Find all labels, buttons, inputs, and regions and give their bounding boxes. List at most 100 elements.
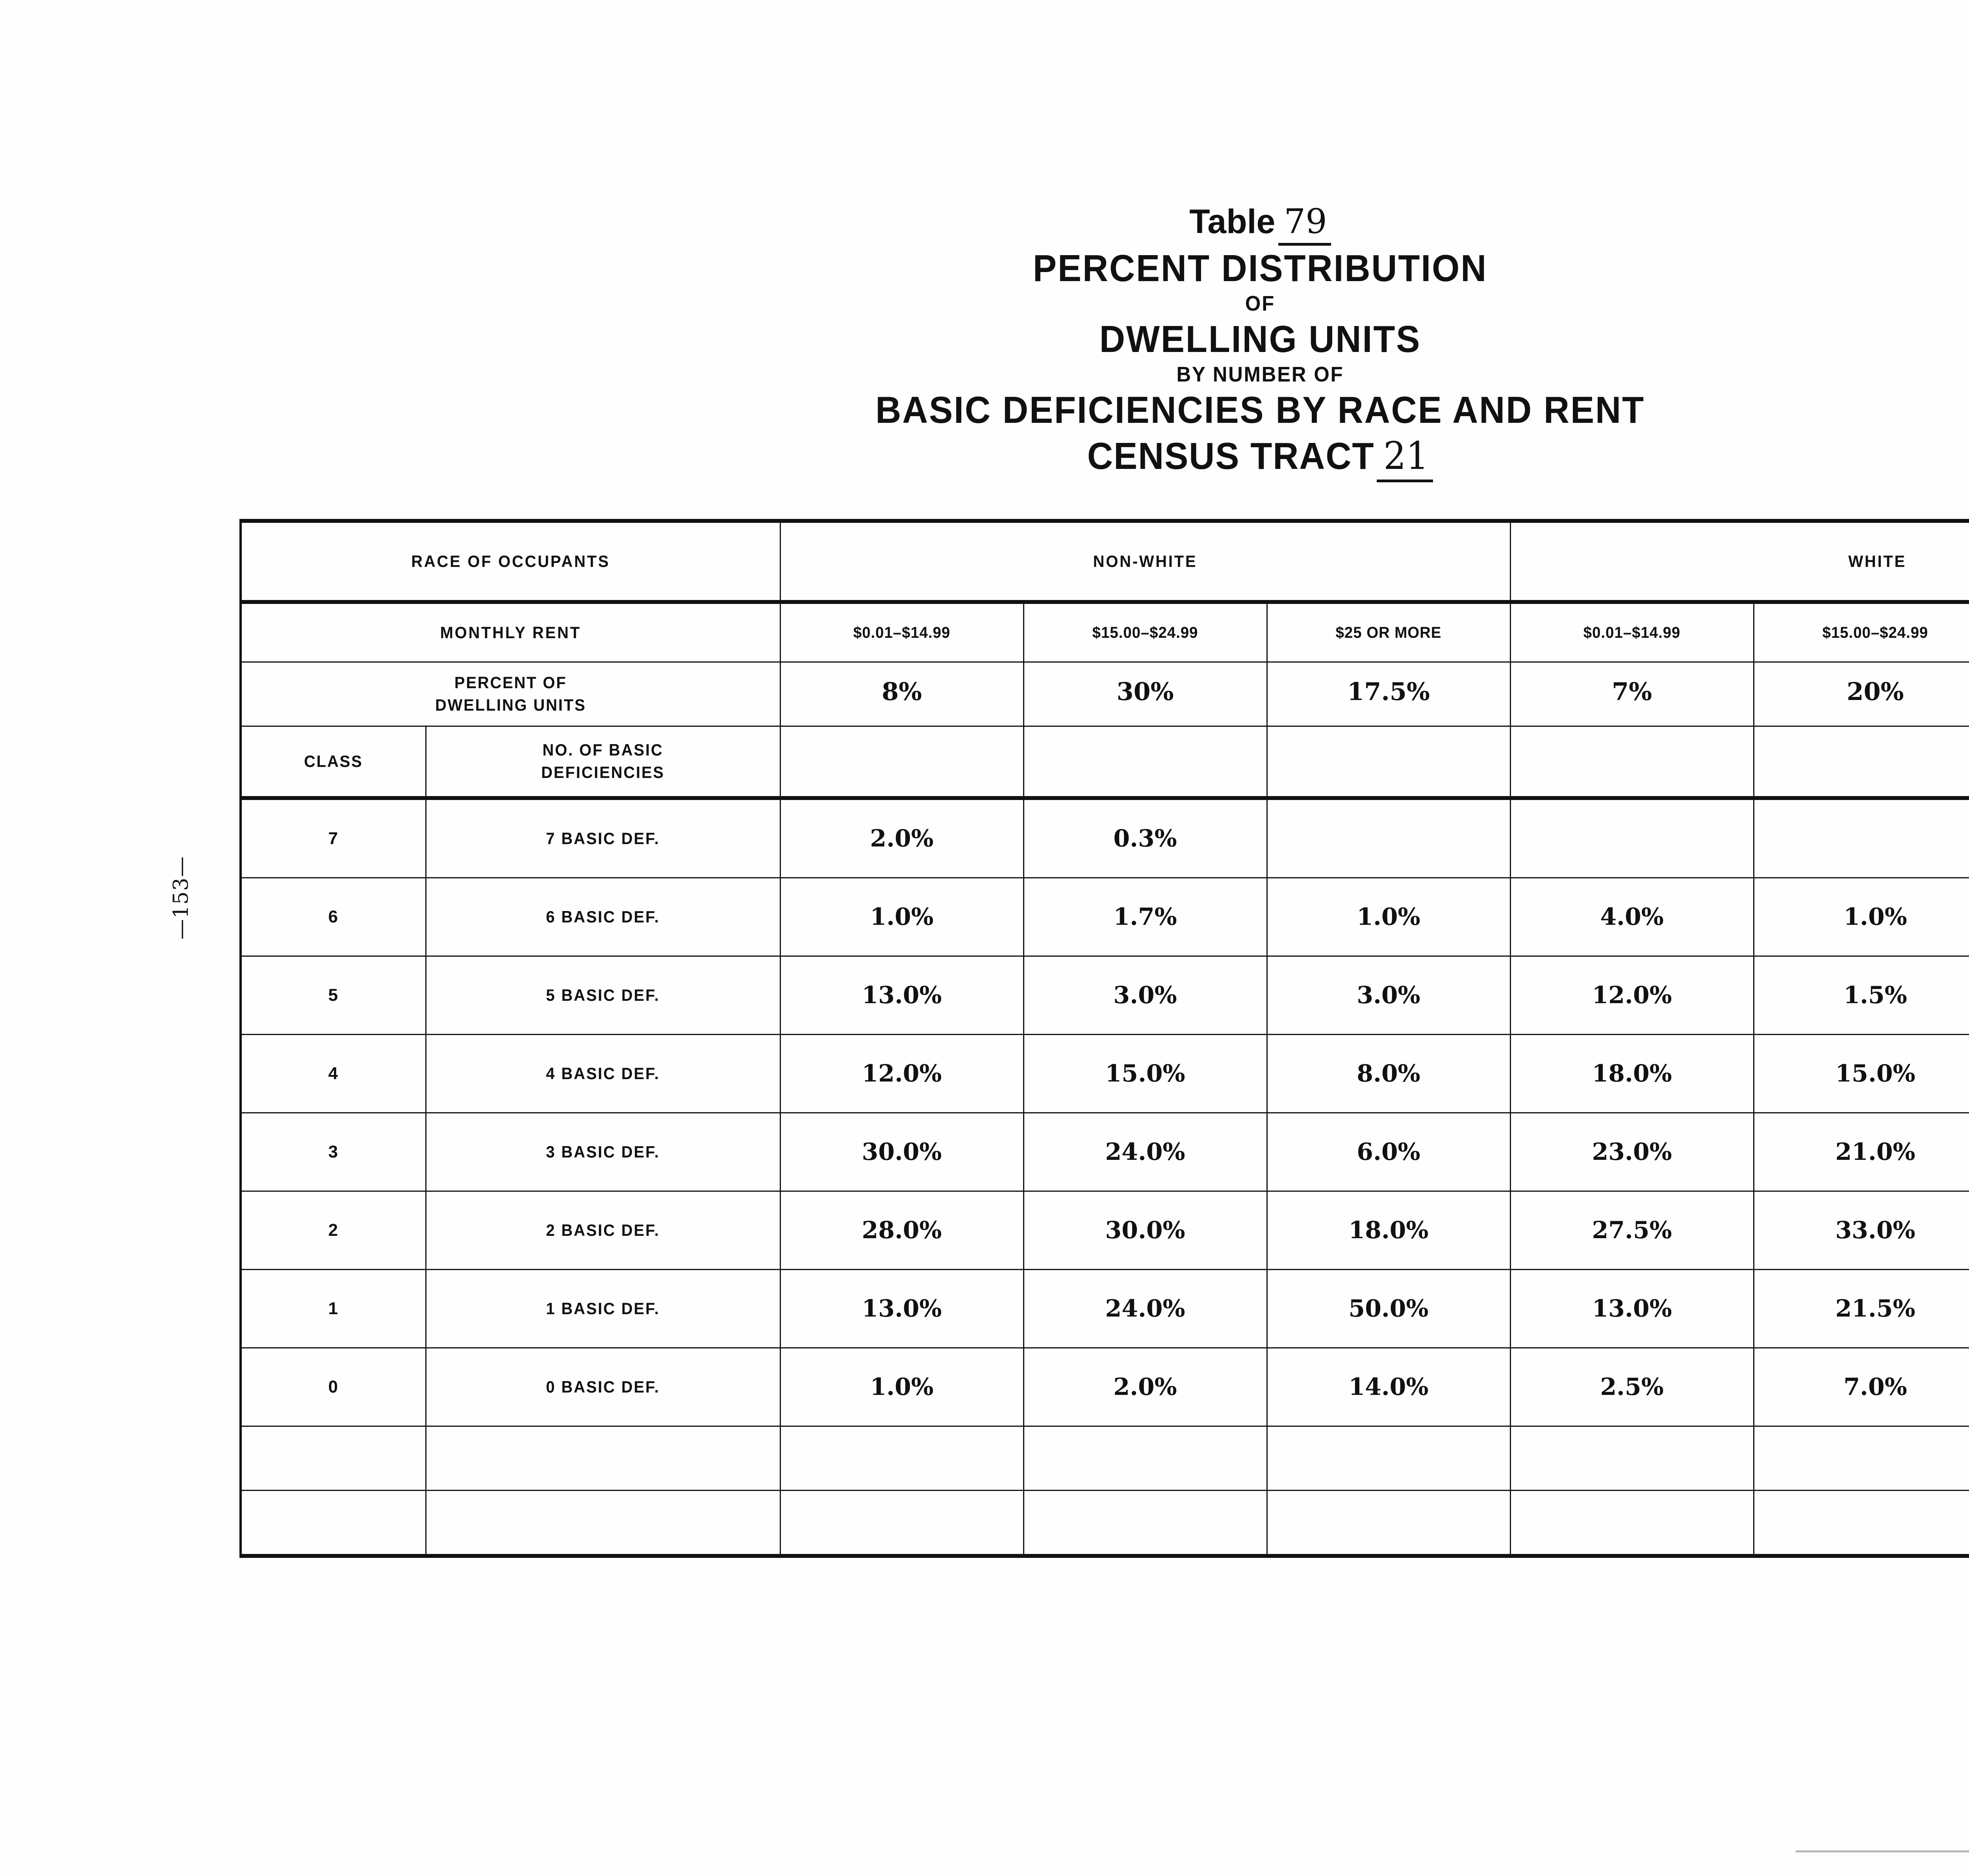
title-line-percent-distribution: PERCENT DISTRIBUTION — [1033, 247, 1488, 289]
header-class: CLASS — [244, 726, 422, 799]
percent-dwelling-units-nonwhite-low: 8% — [779, 661, 1024, 727]
cell-value: 12.0% — [1509, 956, 1754, 1035]
header-group-white: WHITE — [1528, 519, 1969, 603]
data-table-wrapper: RACE OF OCCUPANTS NON-WHITE WHITE MONTHL… — [239, 519, 1969, 1558]
cell-value — [1266, 1490, 1511, 1558]
header-row-percent-of-dwelling-units: PERCENT OF DWELLING UNITS 8% 30% 17.5% 7… — [241, 661, 1969, 727]
cell-class — [239, 1426, 426, 1491]
table-number: 79 — [1278, 202, 1331, 246]
census-tract-word: CENSUS TRACT — [1087, 435, 1375, 477]
cell-value: 21.0% — [1753, 1112, 1969, 1192]
data-table: RACE OF OCCUPANTS NON-WHITE WHITE MONTHL… — [239, 519, 1969, 1558]
cell-deficiency-label: 3 BASIC DEF. — [434, 1112, 772, 1192]
cell-value: 21.5% — [1753, 1269, 1969, 1348]
header-spacer-nonwhite-mid — [1023, 726, 1268, 799]
cell-value: 2.0% — [1023, 1347, 1268, 1427]
cell-class: 0 — [239, 1347, 426, 1427]
header-rent-white-low: $0.01–$14.99 — [1514, 600, 1750, 663]
table-row: 3 3 BASIC DEF. 30.0% 24.0% 6.0% 23.0% 21… — [239, 1112, 1969, 1192]
cell-value: 13.0% — [779, 956, 1024, 1035]
header-deficiencies-line2: DEFICIENCIES — [541, 763, 665, 782]
cell-value: 7.0% — [1753, 1347, 1969, 1427]
header-no-of-basic-deficiencies: NO. OF BASIC DEFICIENCIES — [434, 726, 772, 799]
cell-deficiency-label: 2 BASIC DEF. — [434, 1191, 772, 1270]
header-spacer-white-low — [1509, 726, 1754, 799]
table-row: 7 7 BASIC DEF. 2.0% 0.3% — [239, 796, 1969, 878]
header-rent-white-mid: $15.00–$24.99 — [1758, 600, 1969, 663]
header-group-non-white: NON-WHITE — [797, 519, 1493, 603]
percent-dwelling-units-white-low: 7% — [1509, 661, 1754, 727]
cell-value: 0.3% — [1023, 796, 1268, 878]
table-row: 2 2 BASIC DEF. 28.0% 30.0% 18.0% 27.5% 3… — [239, 1191, 1969, 1270]
cell-value: 33.0% — [1753, 1191, 1969, 1270]
cell-class: 7 — [239, 796, 426, 878]
title-line-census-tract: CENSUS TRACT 21 — [557, 434, 1963, 482]
cell-value — [779, 1426, 1024, 1491]
cell-value: 13.0% — [779, 1269, 1024, 1348]
cell-value: 27.5% — [1509, 1191, 1754, 1270]
cell-value: 2.5% — [1509, 1347, 1754, 1427]
cell-value: 3.0% — [1023, 956, 1268, 1035]
cell-value: 13.0% — [1509, 1269, 1754, 1348]
cell-value: 1.7% — [1023, 877, 1268, 957]
scan-artifact-line — [1796, 1850, 1969, 1852]
title-line-basic-deficiencies: BASIC DEFICIENCIES BY RACE AND RENT — [875, 389, 1645, 431]
cell-class: 1 — [239, 1269, 426, 1348]
cell-value: 4.0% — [1509, 877, 1754, 957]
cell-value: 30.0% — [1023, 1191, 1268, 1270]
table-row: 1 1 BASIC DEF. 13.0% 24.0% 50.0% 13.0% 2… — [239, 1269, 1969, 1348]
table-row: 0 0 BASIC DEF. 1.0% 2.0% 14.0% 2.5% 7.0%… — [239, 1347, 1969, 1427]
cell-value — [1023, 1426, 1268, 1491]
cell-value — [1023, 1490, 1268, 1558]
cell-value: 24.0% — [1023, 1112, 1268, 1192]
table-row: 5 5 BASIC DEF. 13.0% 3.0% 3.0% 12.0% 1.5… — [239, 956, 1969, 1035]
header-percent-of-dwelling-units: PERCENT OF DWELLING UNITS — [253, 661, 768, 727]
cell-deficiency-label: 1 BASIC DEF. — [434, 1269, 772, 1348]
cell-deficiency-label: 6 BASIC DEF. — [434, 877, 772, 957]
cell-value: 1.0% — [1266, 877, 1511, 957]
table-number-line: Table 79 — [512, 202, 1969, 246]
cell-class: 6 — [239, 877, 426, 957]
cell-value: 2.0% — [779, 796, 1024, 878]
header-rent-nonwhite-mid: $15.00–$24.99 — [1027, 600, 1263, 663]
header-spacer-nonwhite-high — [1266, 726, 1511, 799]
cell-value: 18.0% — [1509, 1034, 1754, 1113]
cell-deficiency-label — [425, 1426, 781, 1491]
cell-value: 30.0% — [779, 1112, 1024, 1192]
cell-value: 1.5% — [1753, 956, 1969, 1035]
cell-class: 4 — [239, 1034, 426, 1113]
header-row-monthly-rent: MONTHLY RENT $0.01–$14.99 $15.00–$24.99 … — [241, 600, 1969, 663]
cell-value — [779, 1490, 1024, 1558]
header-percent-line1: PERCENT OF — [454, 673, 567, 692]
header-deficiencies-line1: NO. OF BASIC — [542, 741, 664, 759]
page-number: —153— — [169, 856, 193, 940]
cell-class: 5 — [239, 956, 426, 1035]
header-row-class-definitions: CLASS NO. OF BASIC DEFICIENCIES — [241, 726, 1969, 799]
cell-value: 14.0% — [1266, 1347, 1511, 1427]
cell-value: 6.0% — [1266, 1112, 1511, 1192]
cell-value — [1753, 796, 1969, 878]
table-title-block: Table 79 PERCENT DISTRIBUTION OF DWELLING… — [512, 202, 1969, 482]
header-monthly-rent: MONTHLY RENT — [253, 600, 768, 663]
cell-deficiency-label — [425, 1490, 781, 1558]
percent-dwelling-units-white-mid: 20% — [1753, 661, 1969, 727]
table-row: 4 4 BASIC DEF. 12.0% 15.0% 8.0% 18.0% 15… — [239, 1034, 1969, 1113]
cell-value: 15.0% — [1023, 1034, 1268, 1113]
cell-value — [1509, 1490, 1754, 1558]
title-line-dwelling-units: DWELLING UNITS — [1099, 318, 1421, 360]
cell-deficiency-label: 0 BASIC DEF. — [434, 1347, 772, 1427]
cell-value: 50.0% — [1266, 1269, 1511, 1348]
header-percent-line2: DWELLING UNITS — [435, 696, 586, 714]
header-spacer-nonwhite-low — [779, 726, 1024, 799]
table-row-empty — [239, 1426, 1969, 1491]
cell-value — [1266, 1426, 1511, 1491]
cell-deficiency-label: 5 BASIC DEF. — [434, 956, 772, 1035]
header-row-race: RACE OF OCCUPANTS NON-WHITE WHITE — [241, 519, 1969, 603]
cell-value: 1.0% — [779, 1347, 1024, 1427]
table-word: Table — [1189, 203, 1276, 241]
title-line-of: OF — [1245, 292, 1276, 315]
cell-value: 8.0% — [1266, 1034, 1511, 1113]
percent-dwelling-units-nonwhite-mid: 30% — [1023, 661, 1268, 727]
cell-value — [1753, 1490, 1969, 1558]
